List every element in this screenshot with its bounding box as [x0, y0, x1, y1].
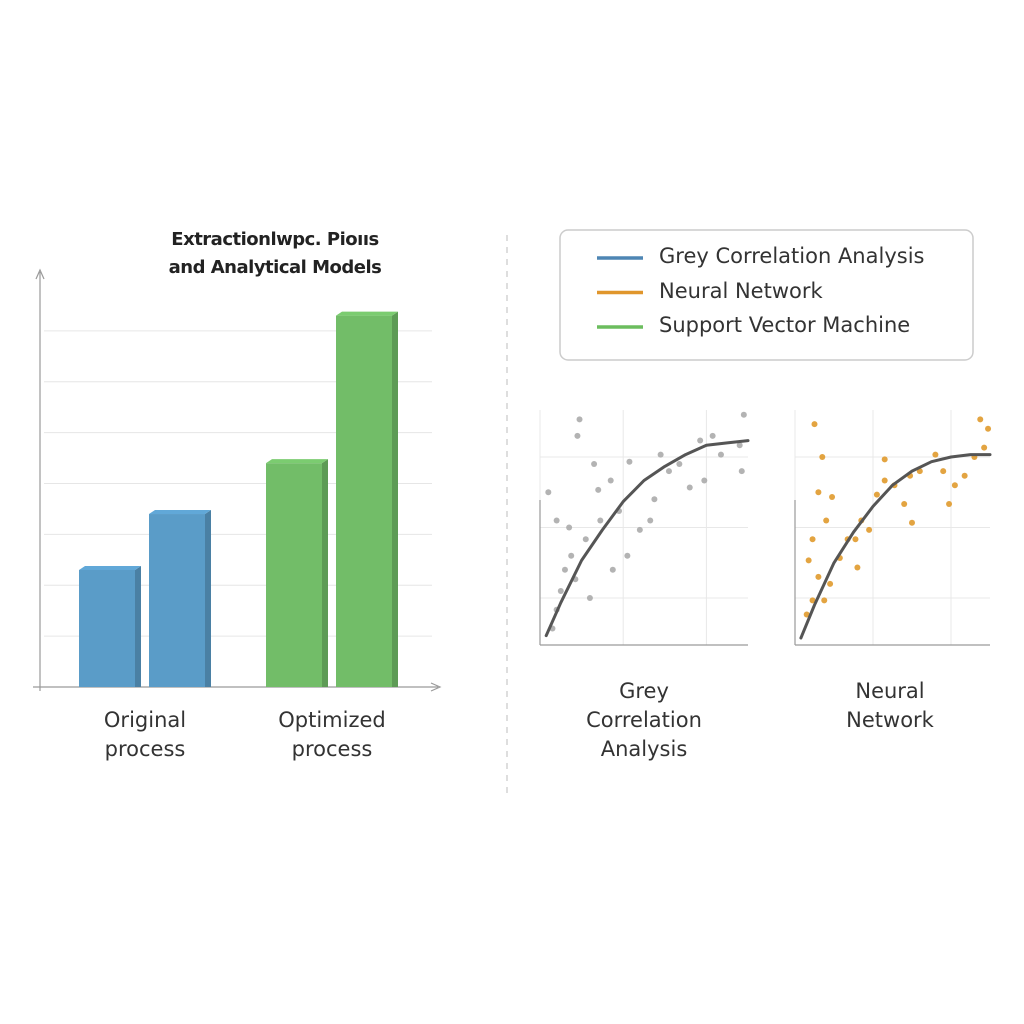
- legend-label: Neural Network: [659, 278, 823, 303]
- scatter-point: [866, 526, 873, 533]
- scatter-point: [740, 411, 747, 418]
- scatter-point: [881, 477, 888, 484]
- scatter-point: [821, 597, 828, 604]
- bar-face: [336, 315, 392, 687]
- scatter-point: [901, 501, 908, 507]
- scatter-point: [586, 595, 593, 601]
- bar: [79, 565, 141, 687]
- scatter-point: [557, 587, 564, 594]
- scatter-point: [946, 501, 953, 507]
- x-tick-label: Optimized process: [278, 708, 386, 761]
- scatter-point: [701, 477, 708, 484]
- bar-side: [322, 459, 328, 687]
- scatter-point: [566, 524, 573, 531]
- bar-side: [135, 565, 141, 687]
- scatter-point: [932, 451, 939, 458]
- scatter-point: [854, 564, 861, 571]
- bar-top: [79, 565, 141, 570]
- scatter-point: [665, 468, 672, 475]
- scatter-point: [609, 566, 616, 573]
- scatter-point: [647, 517, 654, 524]
- chart-title: Extractionlwpc. Pioııs and Analytical Mo…: [168, 229, 382, 278]
- scatter-point: [582, 536, 589, 543]
- scatter-point: [545, 489, 552, 496]
- scatter-point: [657, 451, 664, 458]
- scatter-point: [561, 566, 568, 573]
- scatter-point: [553, 517, 560, 524]
- scatter-point: [626, 458, 633, 465]
- bar-top: [336, 311, 398, 316]
- scatter-point: [977, 416, 984, 423]
- bar: [266, 459, 328, 687]
- scatter-point: [709, 432, 716, 439]
- scatter-point: [815, 489, 822, 496]
- scatter-point: [852, 536, 859, 543]
- scatter-point: [738, 468, 745, 475]
- scatter-point: [717, 451, 724, 458]
- bar: [149, 510, 211, 687]
- legend-label: Support Vector Machine: [659, 313, 911, 337]
- scatter-point: [607, 477, 614, 484]
- bar-side: [392, 311, 398, 687]
- scatter-point: [823, 517, 830, 524]
- y-axis-arrow: [35, 268, 45, 280]
- scatter-point: [595, 486, 602, 493]
- scatter-point: [981, 444, 988, 451]
- scatter-point: [651, 496, 658, 503]
- scatter-point: [597, 517, 604, 524]
- scatter-point: [568, 552, 575, 559]
- legend-label: Grey Correlation Analysis: [659, 244, 925, 268]
- panel-label: Neural Network: [846, 679, 934, 732]
- fit-curve: [544, 439, 750, 638]
- bar-top: [266, 459, 328, 464]
- panel-label: Grey Correlation Analysis: [586, 679, 702, 761]
- scatter-point: [736, 442, 743, 449]
- scatter-point: [961, 472, 968, 479]
- bar-top: [149, 510, 211, 515]
- scatter-point: [829, 493, 836, 500]
- scatter-point: [676, 461, 683, 468]
- scatter-point: [951, 482, 958, 489]
- scatter-point: [985, 425, 992, 432]
- scatter-point: [574, 432, 581, 439]
- scatter-point: [686, 484, 693, 491]
- scatter-point: [809, 597, 816, 604]
- scatter-point: [815, 573, 822, 580]
- bar-face: [149, 514, 205, 687]
- scatter-point: [819, 454, 826, 460]
- x-axis-arrow: [430, 682, 442, 692]
- x-tick-label: Original process: [103, 708, 187, 761]
- bar-side: [205, 510, 211, 687]
- scatter-point: [811, 421, 818, 428]
- bar-face: [266, 463, 322, 687]
- scatter-point: [636, 526, 643, 533]
- scatter-point: [591, 461, 598, 468]
- scatter-point: [881, 456, 888, 463]
- scatter-point: [809, 536, 816, 543]
- scatter-point: [697, 437, 704, 444]
- bar-face: [79, 569, 135, 687]
- scatter-point: [873, 491, 880, 498]
- scatter-point: [576, 416, 583, 423]
- legend-box: [559, 229, 974, 361]
- scatter-point: [624, 552, 631, 559]
- scatter-point: [909, 519, 915, 526]
- scatter-point: [805, 557, 812, 564]
- bar: [336, 311, 398, 687]
- scatter-point: [940, 468, 947, 475]
- scatter-point: [827, 580, 834, 587]
- fit-curve: [799, 453, 992, 640]
- scatter-point: [803, 611, 810, 618]
